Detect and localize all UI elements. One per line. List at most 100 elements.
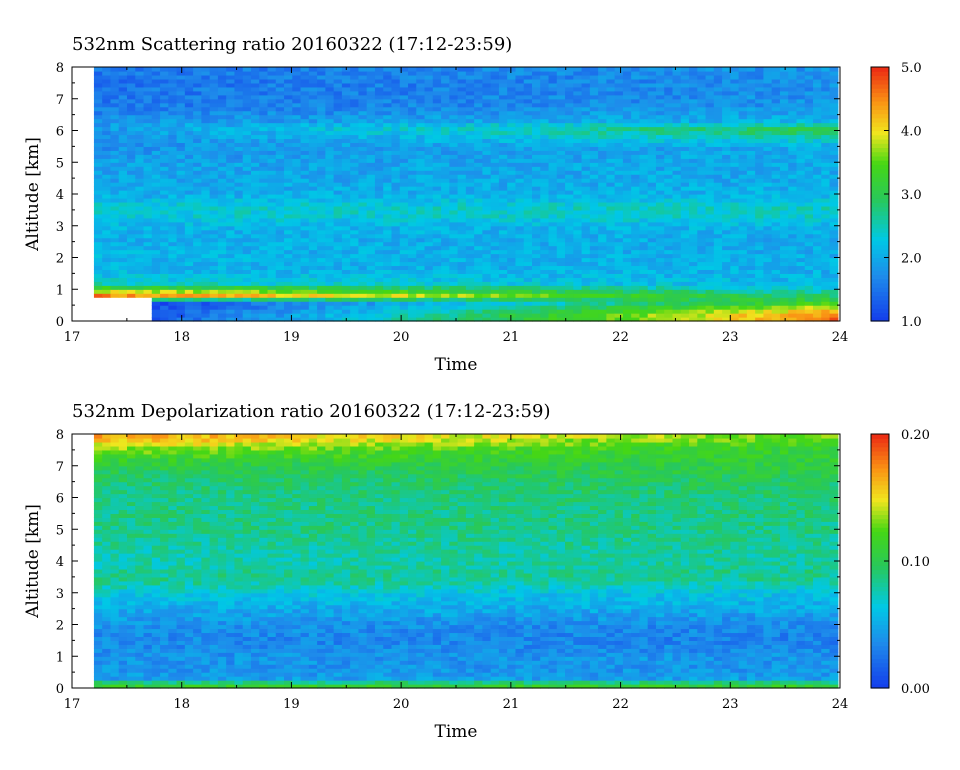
heatmap-cell [267,233,277,239]
heatmap-cell [135,205,145,211]
heatmap-cell [705,182,715,187]
heatmap-cell [705,313,715,318]
heatmap-cell [515,205,525,211]
heatmap-cell [465,178,475,183]
heatmap-cell [350,241,360,247]
heatmap-cell [341,217,351,223]
heatmap-cell [424,237,434,243]
heatmap-cell [341,313,351,318]
heatmap-cell [399,277,409,282]
heatmap-cell [432,225,442,231]
heatmap-cell [672,150,682,155]
heatmap-cell [284,162,293,167]
heatmap-cell [184,150,194,155]
heatmap-cell [267,162,277,167]
heatmap-cell [267,229,277,235]
heatmap-cell [465,70,475,76]
heatmap-cell [102,166,112,171]
heatmap-cell [622,213,632,219]
heatmap-cell [242,225,252,231]
heatmap-cell [374,269,384,274]
heatmap-cell [523,261,533,267]
heatmap-cell [325,313,335,318]
heatmap-cell [614,154,624,159]
heatmap-cell [259,70,269,76]
heatmap-cell [209,138,219,144]
heatmap-cell [730,134,740,140]
heatmap-cell [713,166,723,171]
heatmap-cell [498,106,508,112]
heatmap-cell [548,305,558,310]
heatmap-cell [226,130,236,136]
heatmap-cell [234,146,244,151]
heatmap-cell [581,209,591,215]
heatmap-cell [581,281,591,286]
heatmap-cell [399,78,409,84]
heatmap-cell [383,67,393,72]
heatmap-cell [176,217,186,223]
heatmap-cell [350,170,360,175]
heatmap-cell [250,273,260,278]
heatmap-cell [614,313,624,318]
heatmap-cell [350,178,360,183]
heatmap-cell [507,130,517,136]
heatmap-cell [408,257,417,263]
heatmap-cell [672,86,682,92]
heatmap-cell [631,225,641,231]
heatmap-cell [135,138,145,144]
heatmap-cell [490,78,500,84]
heatmap-cell [399,67,409,72]
heatmap-cell [457,114,467,120]
heatmap-cell [589,154,599,159]
heatmap-cell [416,194,426,199]
heatmap-cell [713,118,723,124]
heatmap-cell [209,217,219,223]
heatmap-cell [598,150,607,155]
heatmap-cell [341,285,351,290]
heatmap-cell [606,245,616,251]
heatmap-cell [449,261,459,267]
heatmap-cell [598,118,607,124]
heatmap-cell [333,98,343,104]
heatmap-cell [532,289,541,294]
heatmap-cell [93,233,103,239]
heatmap-cell [589,245,599,251]
heatmap-cell [639,273,649,278]
heatmap-cell [548,67,558,72]
heatmap-cell [589,273,599,278]
heatmap-cell [705,317,715,322]
heatmap-cell [201,158,211,163]
heatmap-cell [160,70,169,76]
heatmap-cell [498,162,508,167]
heatmap-cell [507,233,517,239]
heatmap-cell [606,142,616,147]
heatmap-cell [730,245,740,251]
heatmap-cell [176,130,186,136]
heatmap-cell [474,261,484,267]
heatmap-cell [217,317,227,322]
heatmap-cell [374,142,384,147]
heatmap-cell [565,182,574,187]
heatmap-cell [374,309,384,314]
heatmap-cell [689,174,698,179]
heatmap-cell [705,249,715,255]
heatmap-cell [490,94,500,100]
heatmap-cell [391,178,401,183]
heatmap-cell [598,70,607,76]
heatmap-cell [160,86,169,92]
heatmap-cell [589,265,599,271]
heatmap-cell [424,90,434,96]
heatmap-cell [631,102,641,108]
heatmap-cell [441,285,450,290]
heatmap-cell [465,245,475,251]
heatmap-cell [432,233,442,239]
heatmap-cell [482,130,492,136]
heatmap-cell [490,70,500,76]
heatmap-cell [93,281,103,286]
heatmap-cell [317,245,326,251]
heatmap-cell [110,67,120,72]
heatmap-cell [176,118,186,124]
heatmap-cell [416,201,426,207]
heatmap-cell [135,261,145,267]
heatmap-cell [350,186,360,191]
